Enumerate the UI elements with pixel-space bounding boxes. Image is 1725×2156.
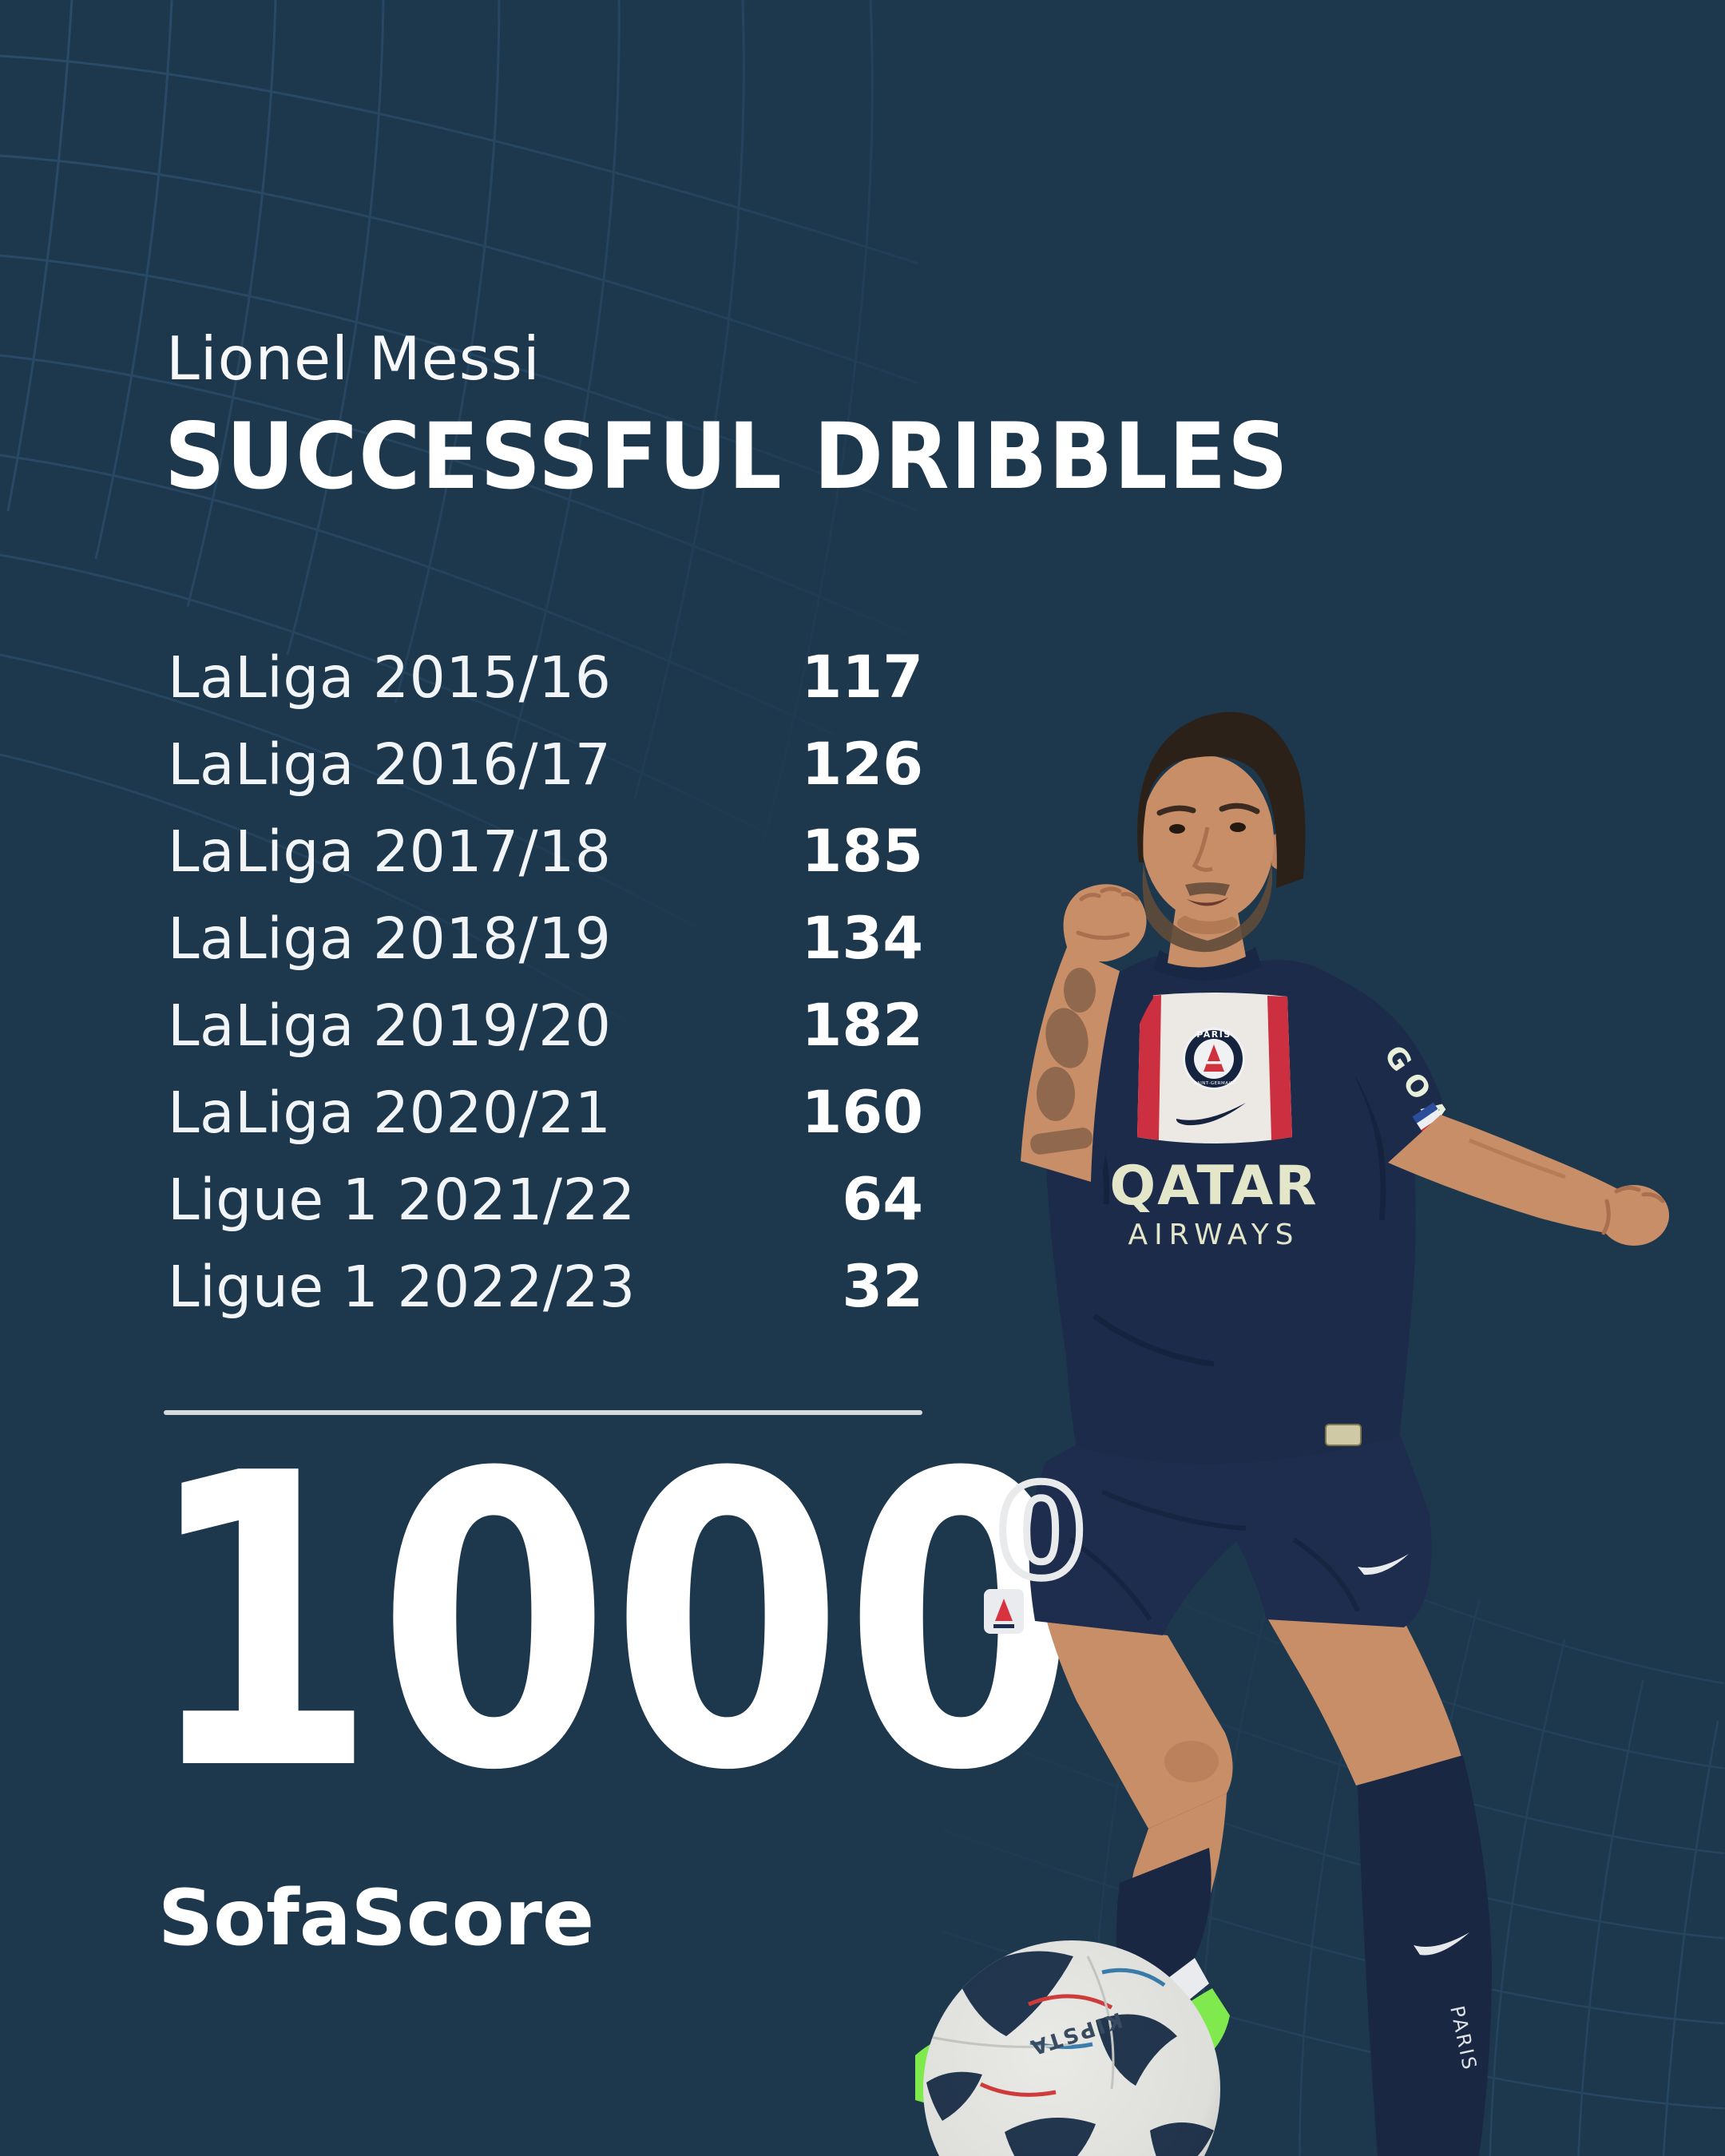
stat-title: SUCCESSFUL DRIBBLES <box>165 403 1290 509</box>
sock-swoosh-icon <box>1414 1932 1469 1956</box>
player-front-thigh <box>1045 1613 1233 1829</box>
stat-row: Ligue 1 2021/22 64 <box>168 1156 923 1243</box>
stat-row-label: LaLiga 2015/16 <box>168 644 612 711</box>
stat-row: Ligue 1 2022/23 32 <box>168 1243 923 1330</box>
stat-row-value: 182 <box>801 992 923 1060</box>
stat-row-label: LaLiga 2020/21 <box>168 1080 612 1146</box>
stat-row-value: 64 <box>842 1166 923 1234</box>
stat-row-label: Ligue 1 2021/22 <box>168 1167 636 1233</box>
stats-list: LaLiga 2015/16 117 LaLiga 2016/17 126 La… <box>168 634 923 1330</box>
stat-row-value: 32 <box>842 1253 923 1321</box>
player-name: Lionel Messi <box>166 323 541 394</box>
stat-row: LaLiga 2015/16 117 <box>168 634 923 721</box>
stat-row: LaLiga 2017/18 185 <box>168 808 923 895</box>
shorts-crest-patch <box>984 1589 1024 1634</box>
stat-row: LaLiga 2019/20 182 <box>168 982 923 1069</box>
extended-fist <box>1599 1185 1669 1246</box>
nose <box>1192 826 1213 872</box>
stat-row: LaLiga 2018/19 134 <box>168 895 923 982</box>
player-torso: PARIS SAINT-GERMAIN QATAR AIRWAYS <box>1045 947 1416 1475</box>
sofascore-logo: SofaScore <box>158 1873 595 1963</box>
stat-row-value: 185 <box>801 818 923 886</box>
shorts-swoosh-icon <box>1358 1554 1409 1575</box>
left-eye <box>1169 824 1185 834</box>
crest-subtext: SAINT-GERMAIN <box>1194 1081 1234 1086</box>
hair <box>1137 711 1306 888</box>
total-value: 1000 <box>144 1389 1077 1859</box>
stat-row-value: 134 <box>801 905 923 973</box>
beard <box>1142 861 1273 953</box>
stat-row: LaLiga 2020/21 160 <box>168 1069 923 1156</box>
shorts-number: 0 <box>997 1457 1085 1607</box>
tattoo-sleeve <box>1030 968 1096 1155</box>
nike-swoosh-icon <box>1176 1103 1246 1126</box>
stat-row-label: LaLiga 2018/19 <box>168 906 612 972</box>
raised-hand <box>1063 884 1147 962</box>
stat-row-value: 117 <box>801 644 923 711</box>
player-raised-arm <box>1021 884 1153 1190</box>
messi-photo: PARIS PARIS S <box>915 711 1669 2156</box>
eyebrows <box>1156 803 1260 816</box>
crest-text: PARIS <box>1196 1029 1231 1040</box>
jersey-sponsor-line1: QATAR <box>1109 1155 1318 1218</box>
player-head <box>1137 711 1306 968</box>
stat-row-value: 160 <box>801 1079 923 1147</box>
stat-row-label: Ligue 1 2022/23 <box>168 1254 636 1320</box>
stat-row: LaLiga 2016/17 126 <box>168 721 923 808</box>
jersey-sponsor-line2: AIRWAYS <box>1128 1219 1299 1251</box>
right-eye <box>1230 822 1246 832</box>
football-ball: KIPSTA <box>923 1940 1220 2156</box>
stat-row-label: LaLiga 2016/17 <box>168 731 612 798</box>
stat-row-label: LaLiga 2017/18 <box>168 818 612 885</box>
jersey-hem-tag <box>1325 1424 1362 1446</box>
stat-row-value: 126 <box>801 731 923 799</box>
player-back-leg: PARIS <box>1266 1615 1492 2156</box>
psg-crest: PARIS SAINT-GERMAIN <box>1183 1028 1245 1090</box>
divider-line <box>164 1410 922 1415</box>
stat-row-label: LaLiga 2019/20 <box>168 993 612 1059</box>
mouth <box>1187 898 1228 906</box>
player-shorts: 0 <box>984 1436 1432 1635</box>
